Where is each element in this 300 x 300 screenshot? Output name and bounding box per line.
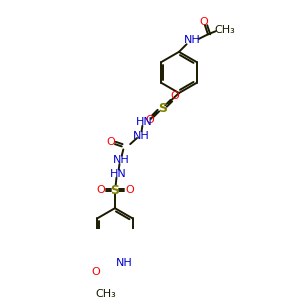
Text: NH: NH	[133, 131, 149, 141]
Text: HN: HN	[136, 117, 152, 127]
Text: S: S	[110, 184, 119, 197]
Text: NH: NH	[112, 155, 129, 165]
Text: HN: HN	[110, 169, 126, 179]
Text: CH₃: CH₃	[95, 290, 116, 299]
Text: O: O	[125, 185, 134, 195]
Text: NH: NH	[184, 35, 201, 45]
Text: O: O	[92, 267, 100, 277]
Text: S: S	[158, 102, 167, 115]
Text: CH₃: CH₃	[214, 25, 235, 35]
Text: O: O	[199, 17, 208, 27]
Text: O: O	[146, 116, 154, 125]
Text: NH: NH	[116, 258, 132, 268]
Text: O: O	[170, 91, 179, 101]
Text: O: O	[106, 137, 115, 147]
Text: O: O	[96, 185, 105, 195]
